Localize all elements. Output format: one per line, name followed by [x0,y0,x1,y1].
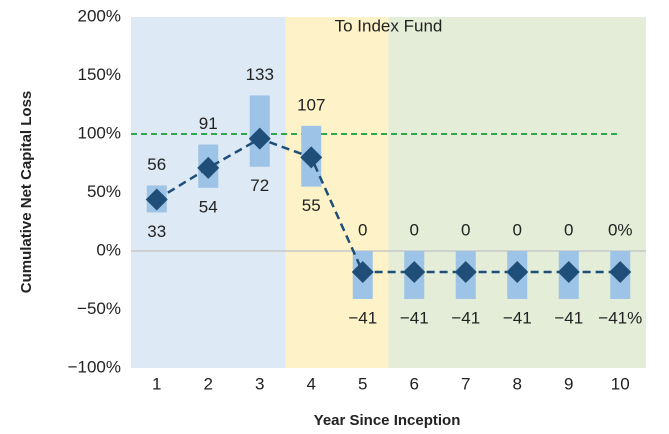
low-label: −41 [451,308,480,327]
x-tick-label: 7 [461,374,470,393]
annotation: To Index Fund [335,16,443,35]
mid-marker [506,261,529,284]
low-label: −41 [503,308,532,327]
high-label: 0 [358,220,367,239]
x-axis-label: Year Since Inception [314,412,461,429]
mid-marker [351,261,374,284]
x-tick-label: 4 [307,374,316,393]
high-label: 91 [199,114,218,133]
x-tick-label: 5 [358,374,367,393]
mid-line [156,137,621,274]
y-tick-label: −50% [77,299,121,318]
high-label: 133 [246,65,274,84]
mid-marker [300,146,323,169]
high-label: 0% [608,220,633,239]
x-tick-label: 6 [410,374,419,393]
region [388,17,646,368]
mid-marker [609,261,632,284]
y-tick-label: 0% [96,240,121,259]
y-tick-label: −100% [68,357,121,376]
low-label: 33 [147,222,166,241]
region [285,17,389,368]
background-regions [131,17,646,368]
x-tick-label: 2 [204,374,213,393]
x-tick-label: 9 [564,374,573,393]
y-axis-label: Cumulative Net Capital Loss [18,91,35,294]
low-label: −41% [598,308,642,327]
mid-marker [557,261,580,284]
high-label: 0 [564,220,573,239]
high-label: 0 [513,220,522,239]
high-label: 56 [147,155,166,174]
y-tick-label: 100% [78,123,121,142]
low-label: −41 [348,308,377,327]
high-label: 107 [297,95,325,114]
x-tick-label: 1 [152,374,161,393]
low-label: 72 [250,176,269,195]
x-tick-label: 3 [255,374,264,393]
low-label: −41 [400,308,429,327]
x-tick-label: 10 [611,374,630,393]
low-label: 55 [302,196,321,215]
high-label: 0 [461,220,470,239]
low-label: −41 [554,308,583,327]
low-label: 54 [199,197,218,216]
mid-marker [248,127,271,150]
high-label: 0 [410,220,419,239]
mid-marker [197,156,220,179]
x-tick-label: 8 [513,374,522,393]
y-tick-label: 150% [78,65,121,84]
mid-marker [454,261,477,284]
mid-marker [403,261,426,284]
y-tick-label: 50% [87,182,121,201]
mid-marker [145,188,168,211]
y-tick-label: 200% [78,6,121,25]
